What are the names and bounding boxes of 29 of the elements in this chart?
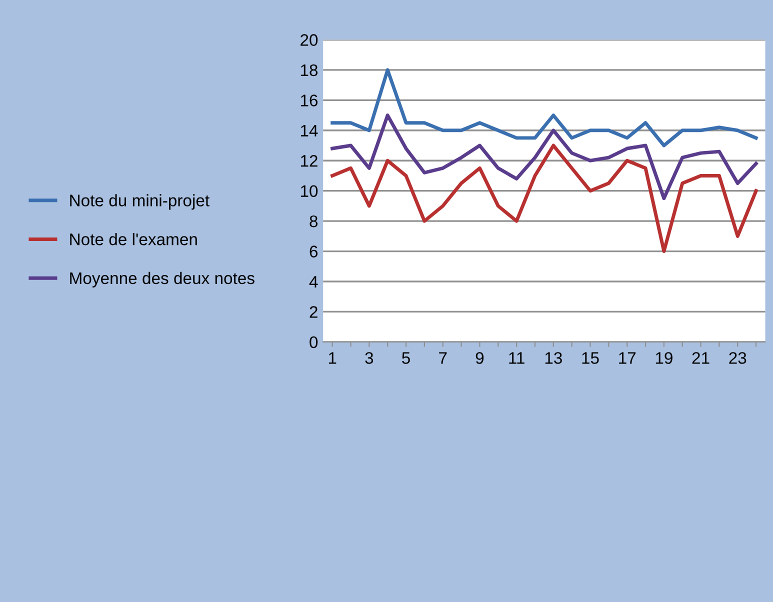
y-tick-label: 20 [300,34,318,46]
x-tick-label: 3 [365,352,374,364]
y-tick-label: 18 [300,64,318,76]
y-tick-label: 12 [300,155,318,167]
x-tick-label: 23 [729,352,746,364]
x-tick-label: 13 [545,352,562,364]
y-tick-label: 0 [310,336,318,348]
y-tick-label: 16 [300,94,318,106]
x-tick-label: 5 [402,352,410,364]
x-tick-label: 1 [328,352,336,364]
y-tick-label: 14 [300,124,318,136]
line-series [330,144,758,254]
y-tick-label: 2 [310,306,318,318]
x-tick-label: 21 [692,352,710,364]
legend-label: Note de l'examen [70,233,197,246]
x-tick-label: 9 [476,352,484,364]
x-tick-label: 19 [656,352,672,364]
x-tick-label: 17 [619,352,636,364]
line-series [330,114,758,200]
x-tick-label: 7 [439,352,447,364]
y-tick-label: 4 [309,276,318,288]
y-tick-label: 8 [310,215,318,228]
y-tick-label: 6 [310,246,318,258]
y-tick-label: 10 [300,185,318,198]
line-series [330,68,758,148]
x-tick-label: 15 [582,352,599,364]
legend-label: Moyenne des deux notes [70,272,254,288]
x-tick-label: 11 [509,352,524,364]
legend-label: Note du mini-projet [70,194,210,210]
